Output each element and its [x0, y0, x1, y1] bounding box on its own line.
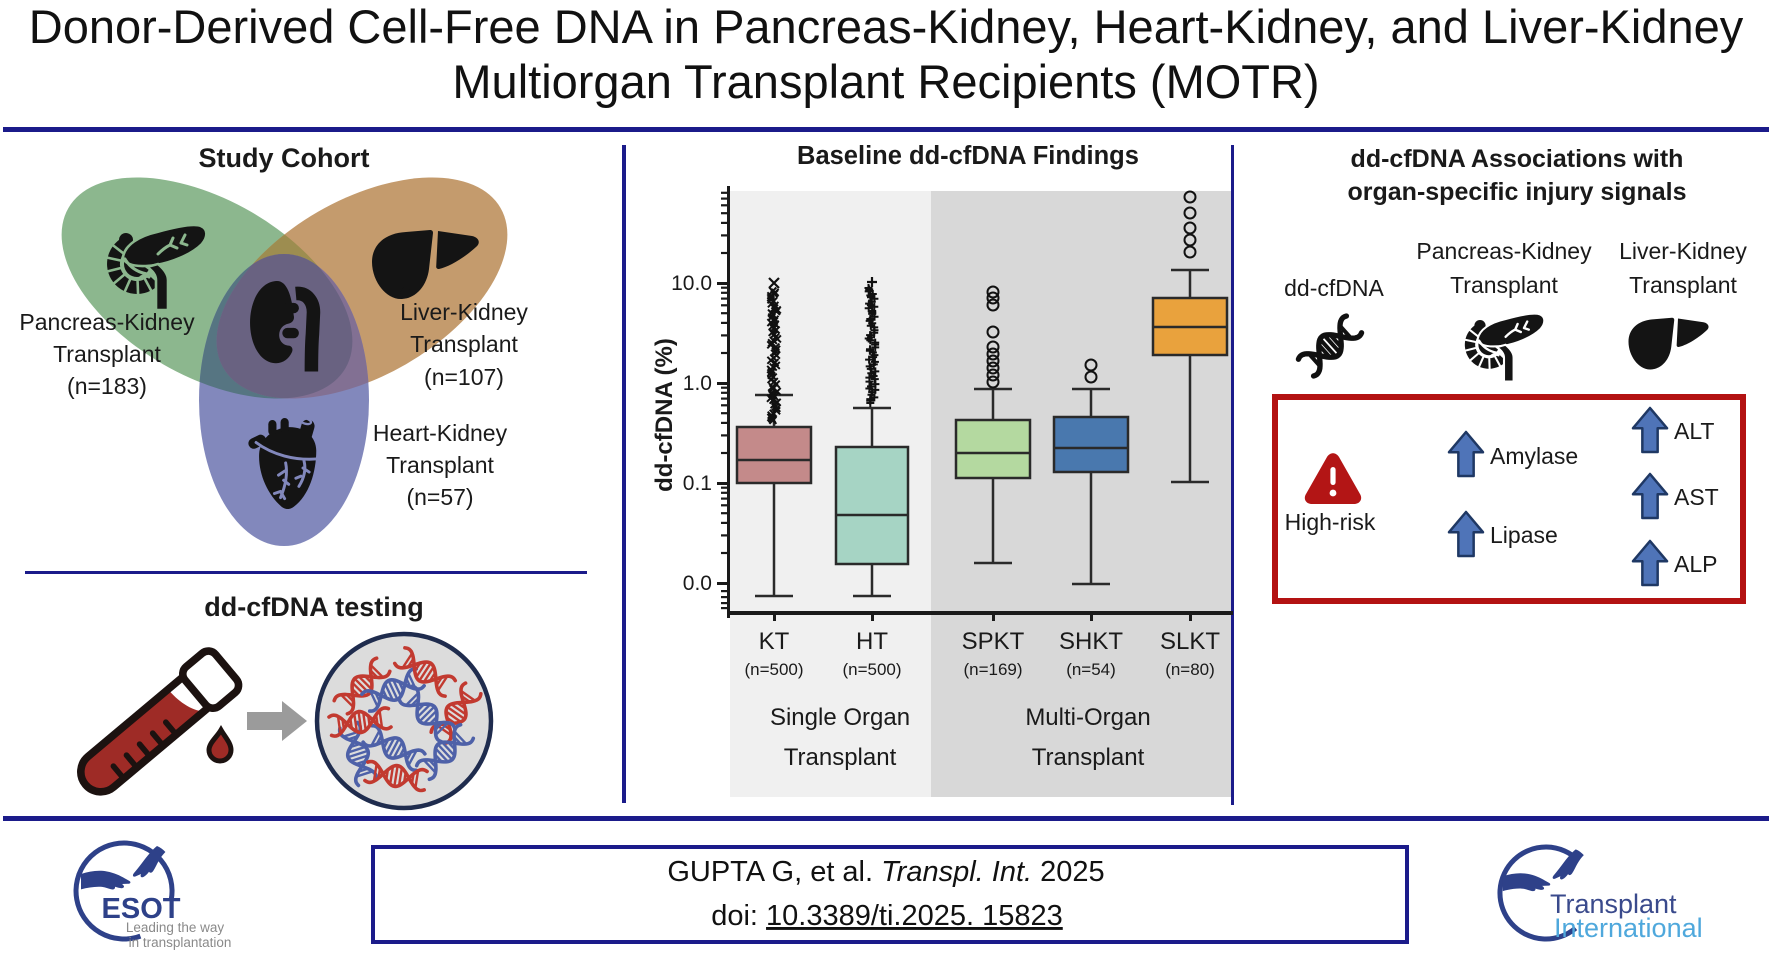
svg-text:Heart-Kidney: Heart-Kidney: [373, 420, 508, 446]
svg-text:(n=500): (n=500): [744, 660, 803, 679]
svg-text:(n=183): (n=183): [67, 373, 147, 399]
svg-text:Transplant: Transplant: [53, 341, 161, 367]
svg-text:(n=54): (n=54): [1066, 660, 1116, 679]
svg-text:(n=57): (n=57): [406, 484, 473, 510]
svg-text:Transplant: Transplant: [784, 744, 897, 771]
svg-text:in transplantation: in transplantation: [129, 935, 232, 950]
svg-text:(n=107): (n=107): [424, 364, 504, 390]
svg-text:Baseline dd-cfDNA Findings: Baseline dd-cfDNA Findings: [797, 142, 1139, 170]
svg-text:doi: 10.3389/ti.2025. 15823: doi: 10.3389/ti.2025. 15823: [711, 900, 1063, 932]
svg-text:Single Organ: Single Organ: [770, 704, 910, 731]
svg-text:Liver-Kidney: Liver-Kidney: [1619, 238, 1747, 264]
svg-text:GUPTA G, et al. Transpl. Int.: GUPTA G, et al. Transpl. Int. 2025: [667, 856, 1104, 888]
svg-text:Liver-Kidney: Liver-Kidney: [400, 299, 528, 325]
svg-text:organ-specific injury signals: organ-specific injury signals: [1348, 178, 1687, 206]
svg-text:(n=80): (n=80): [1165, 660, 1215, 679]
svg-text:ALP: ALP: [1674, 551, 1717, 577]
svg-text:Pancreas-Kidney: Pancreas-Kidney: [19, 309, 195, 335]
svg-text:Multi-Organ: Multi-Organ: [1025, 704, 1150, 731]
svg-text:Transplant: Transplant: [410, 331, 518, 357]
svg-text:Transplant: Transplant: [1032, 744, 1145, 771]
svg-text:SLKT: SLKT: [1160, 628, 1220, 655]
svg-text:1.0: 1.0: [683, 372, 712, 395]
svg-text:Lipase: Lipase: [1490, 522, 1558, 548]
svg-text:Amylase: Amylase: [1490, 443, 1578, 469]
svg-text:KT: KT: [759, 628, 790, 655]
svg-text:Transplant: Transplant: [1629, 272, 1737, 298]
svg-text:High-risk: High-risk: [1285, 509, 1376, 535]
svg-text:(n=500): (n=500): [842, 660, 901, 679]
svg-text:HT: HT: [856, 628, 888, 655]
svg-text:Multiorgan Transplant Recipien: Multiorgan Transplant Recipients (MOTR): [452, 55, 1319, 108]
svg-text:SHKT: SHKT: [1059, 628, 1123, 655]
svg-text:International: International: [1554, 913, 1703, 943]
svg-text:Transplant: Transplant: [1450, 272, 1558, 298]
svg-text:0.1: 0.1: [683, 472, 712, 495]
svg-text:Pancreas-Kidney: Pancreas-Kidney: [1416, 238, 1592, 264]
svg-text:Leading the way: Leading the way: [126, 920, 225, 935]
svg-text:SPKT: SPKT: [962, 628, 1025, 655]
svg-text:0.0: 0.0: [683, 572, 712, 595]
svg-text:dd-cfDNA (%): dd-cfDNA (%): [651, 338, 678, 492]
svg-text:Study Cohort: Study Cohort: [199, 143, 370, 173]
svg-text:ALT: ALT: [1674, 418, 1714, 444]
svg-text:(n=169): (n=169): [963, 660, 1022, 679]
svg-text:10.0: 10.0: [671, 272, 712, 295]
svg-text:dd-cfDNA Associations with: dd-cfDNA Associations with: [1351, 145, 1684, 173]
svg-text:dd-cfDNA: dd-cfDNA: [1284, 275, 1384, 301]
svg-text:AST: AST: [1674, 484, 1719, 510]
svg-text:dd-cfDNA testing: dd-cfDNA testing: [204, 592, 423, 622]
svg-text:Donor-Derived Cell-Free DNA in: Donor-Derived Cell-Free DNA in Pancreas-…: [29, 0, 1744, 53]
svg-text:Transplant: Transplant: [386, 452, 494, 478]
